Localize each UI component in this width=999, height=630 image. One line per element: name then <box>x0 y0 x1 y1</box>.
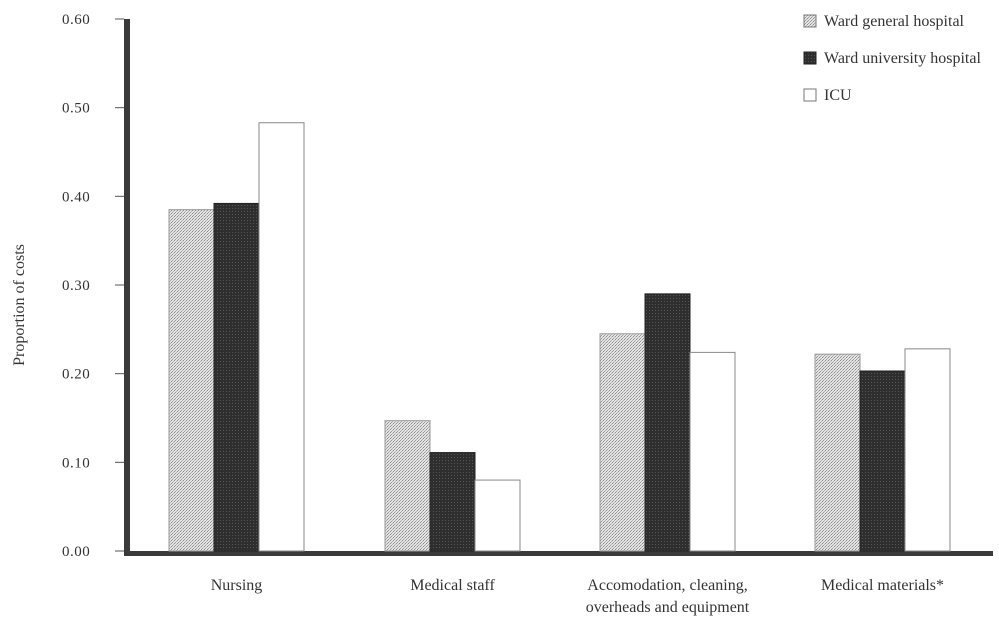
legend-label: Ward university hospital <box>824 50 981 67</box>
y-tick-label: 0.20 <box>62 367 90 383</box>
bar-ward-general-hospital-3 <box>814 353 861 552</box>
x-tick-label: overheads and equipment <box>586 599 750 616</box>
bar-ward-university-hospital-1 <box>429 452 476 552</box>
x-tick-label: Medical staff <box>410 577 495 594</box>
y-tick-label: 0.10 <box>62 455 90 471</box>
bar-icu-1 <box>474 479 521 552</box>
y-tick-label: 0.40 <box>62 189 90 205</box>
legend-label: Ward general hospital <box>824 13 965 30</box>
y-tick-label: 0.60 <box>62 12 90 28</box>
y-axis-title: Proportion of costs <box>11 244 28 366</box>
bar-ward-general-hospital-0 <box>168 209 215 552</box>
axes <box>115 18 993 556</box>
y-tick-label: 0.50 <box>62 101 90 117</box>
x-tick-label: Medical materials* <box>821 577 944 594</box>
x-tick-label: Accomodation, cleaning, <box>587 577 747 594</box>
bar-icu-0 <box>258 122 305 552</box>
bar-icu-2 <box>689 351 736 552</box>
legend: Ward general hospital Ward university hos… <box>803 13 981 104</box>
bar-ward-general-hospital-1 <box>384 420 431 552</box>
y-axis-line <box>124 19 130 555</box>
legend-swatch <box>803 14 817 28</box>
bar-ward-general-hospital-2 <box>599 333 646 552</box>
y-tick-label: 0.30 <box>62 278 90 294</box>
legend-swatch <box>803 88 817 102</box>
bar-ward-university-hospital-2 <box>644 293 691 552</box>
labels: 0.00 0.10 0.20 0.30 0.40 0.50 0.60 Proportion o… <box>11 12 944 616</box>
y-tick-label: 0.00 <box>62 544 90 560</box>
x-axis-line <box>124 551 993 556</box>
legend-swatch <box>803 51 817 65</box>
x-tick-label: Nursing <box>211 577 263 594</box>
bar-icu-3 <box>904 348 951 552</box>
legend-label: ICU <box>824 87 852 104</box>
bar-ward-university-hospital-0 <box>213 202 260 552</box>
bar-ward-university-hospital-3 <box>859 370 906 552</box>
bars <box>168 122 951 552</box>
